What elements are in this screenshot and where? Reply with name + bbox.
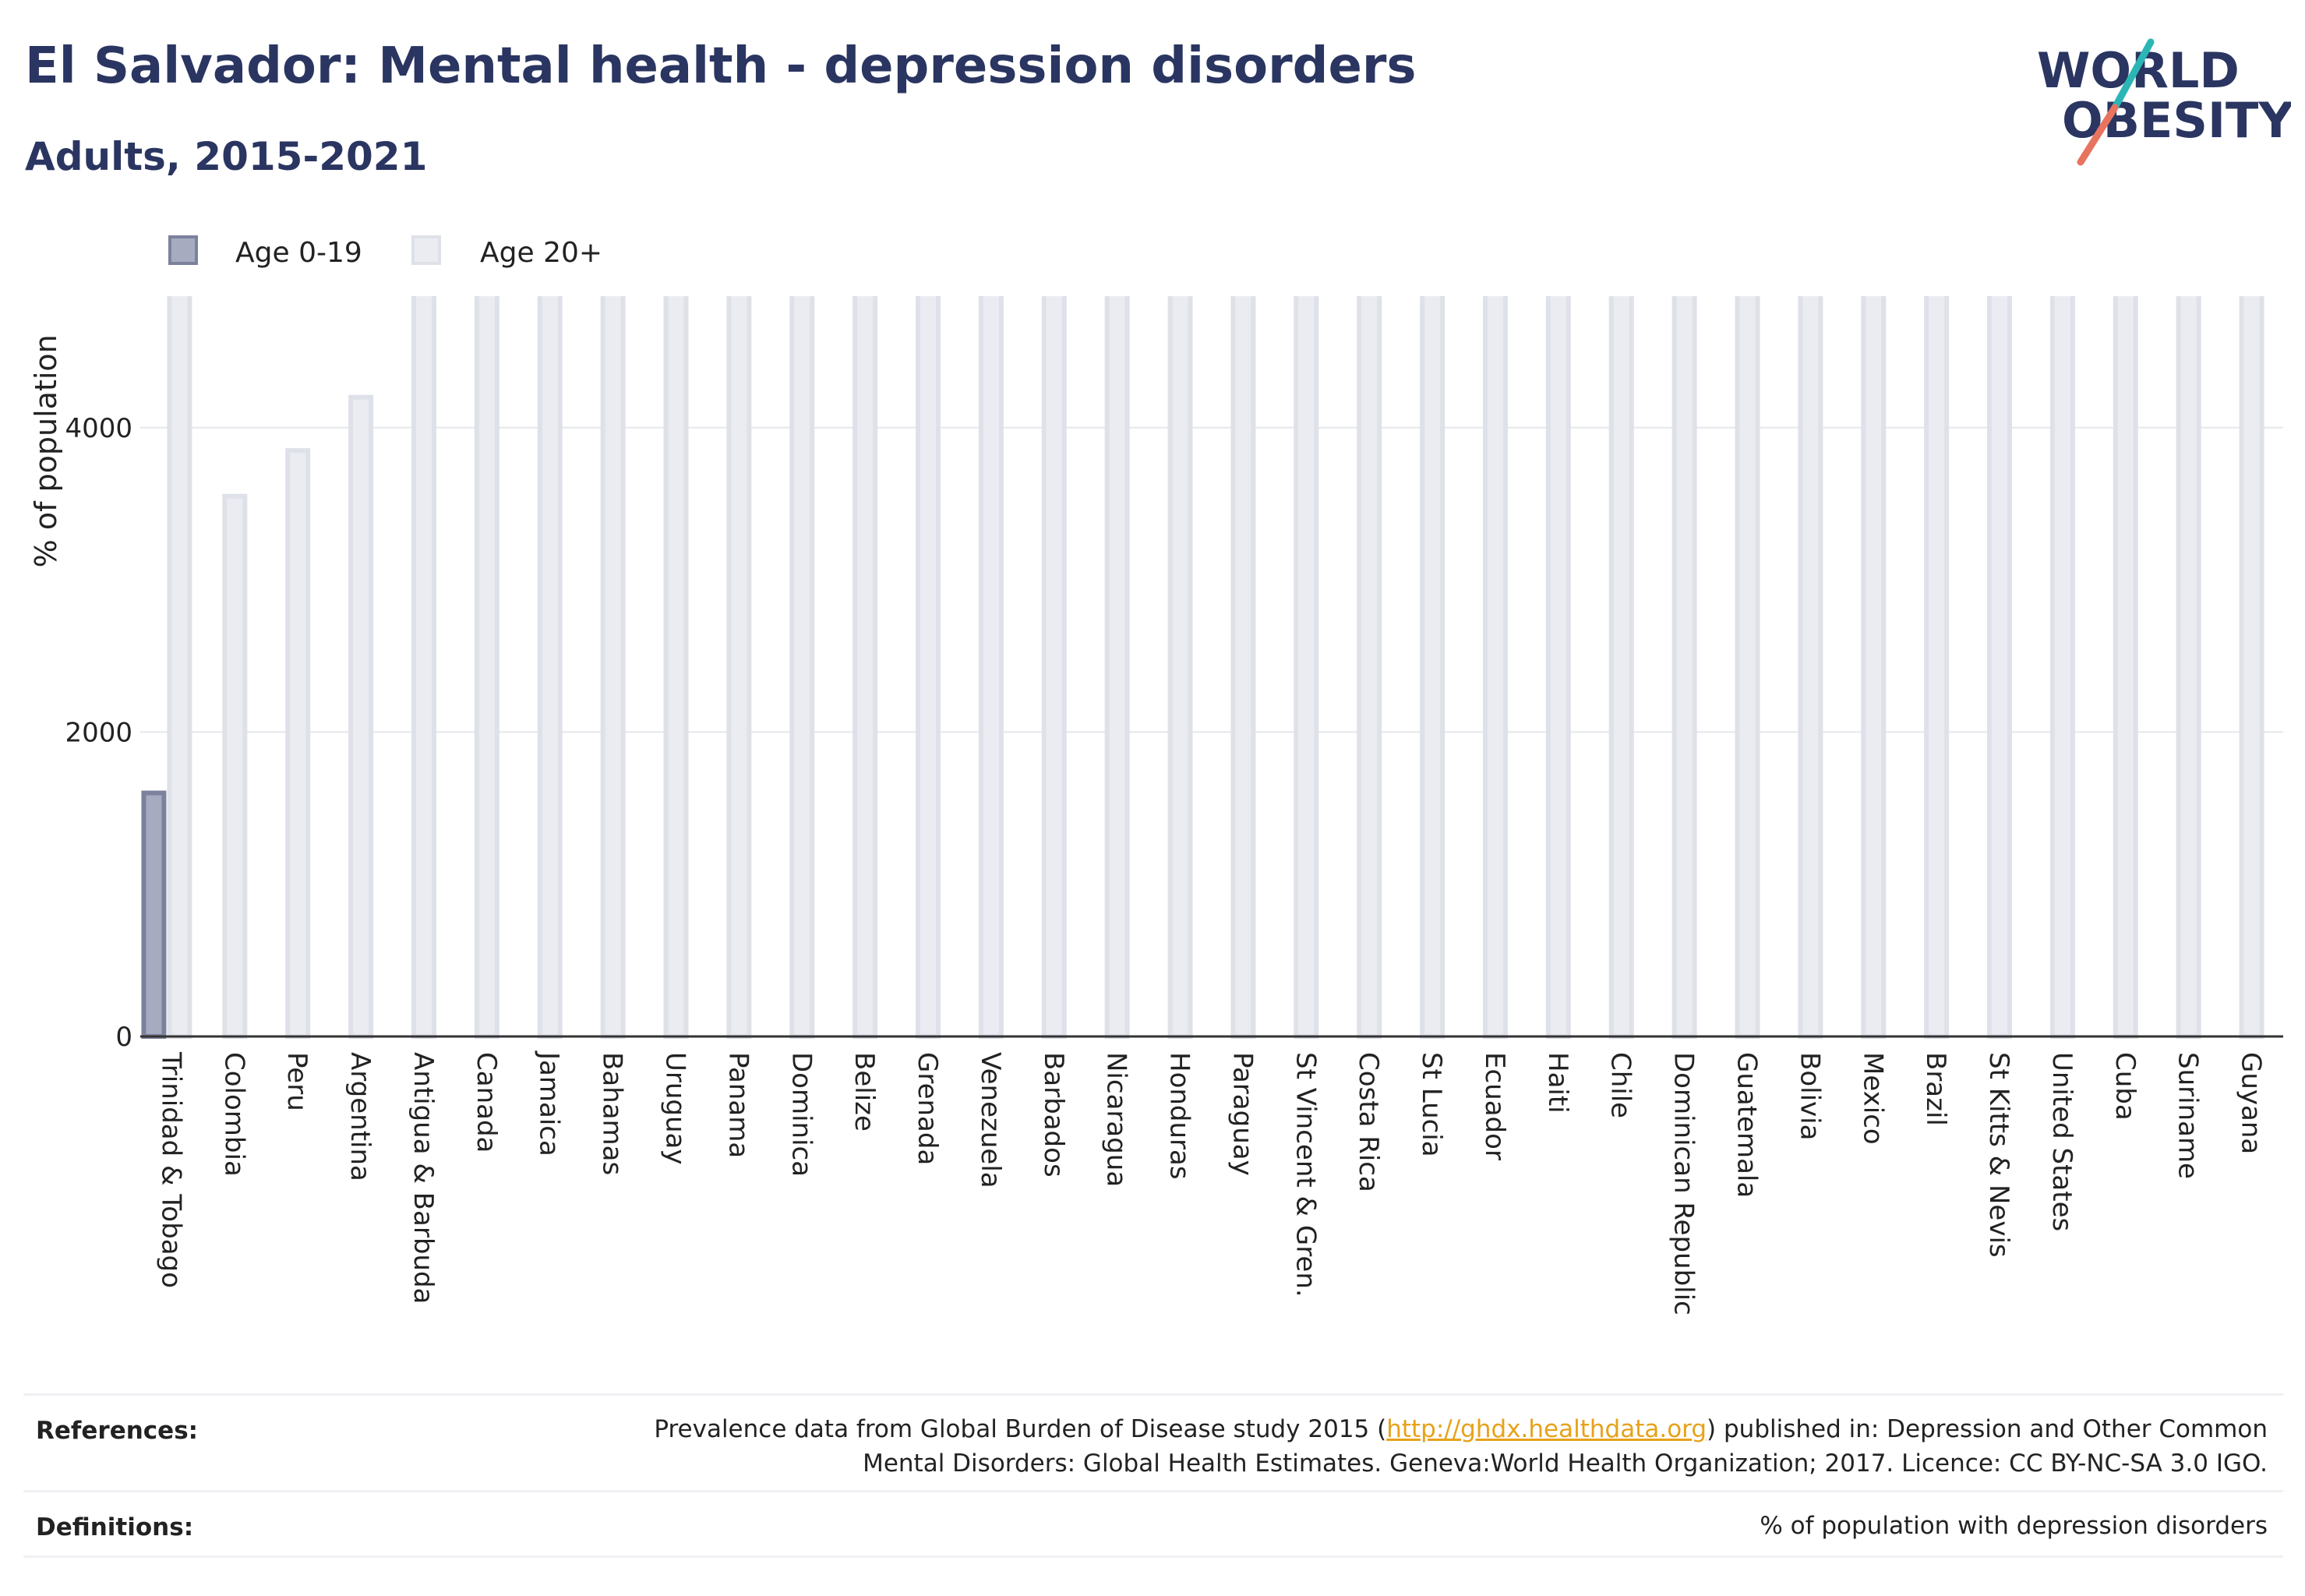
references-text: Prevalence data from Global Burden of Di… (654, 1412, 2268, 1481)
x-tick-label: Venezuela (975, 1052, 1006, 1188)
x-tick-label: Nicaragua (1101, 1052, 1132, 1187)
bar-age-20-plus (1861, 296, 1887, 1040)
bar-age-20-plus (1735, 296, 1760, 1039)
bar-age-20-plus (167, 296, 192, 1039)
x-tick-label: St Kitts & Nevis (1983, 1052, 2014, 1258)
references-link[interactable]: http://ghdx.healthdata.org (1386, 1415, 1707, 1443)
bar-age-20-plus (1987, 296, 2013, 1040)
x-tick-label: Honduras (1164, 1052, 1195, 1180)
x-tick-label: United States (2046, 1052, 2077, 1231)
chart-subtitle: Adults, 2015-2021 (25, 134, 428, 179)
legend-label-age-0-19: Age 0-19 (235, 237, 362, 269)
logo-slash-coral (2077, 104, 2119, 166)
footer-divider-bottom (23, 1555, 2283, 1558)
bar-age-20-plus (789, 296, 815, 1040)
bar-age-20-plus (1924, 296, 1950, 1040)
world-obesity-logo: WORLD OBESITY (2037, 38, 2291, 166)
logo-slash-teal (2111, 38, 2155, 111)
x-tick-label: Dominican Republic (1668, 1052, 1700, 1315)
x-tick-label: Ecuador (1479, 1052, 1510, 1160)
legend-swatch-age-0-19 (168, 235, 198, 265)
x-tick-label: Chile (1605, 1052, 1636, 1118)
x-tick-label: Mexico (1857, 1052, 1888, 1145)
definitions-label: Definitions: (36, 1513, 194, 1541)
bar-age-20-plus (1420, 296, 1445, 1040)
references-label: References: (36, 1417, 199, 1445)
x-tick-label: Trinidad & Tobago (155, 1051, 186, 1288)
x-tick-label: Antigua & Barbuda (408, 1052, 439, 1304)
y-tick-label: 4000 (65, 413, 132, 444)
definitions-text: % of population with depression disorder… (1760, 1512, 2268, 1540)
bar-age-20-plus (663, 296, 689, 1040)
bar-age-20-plus (978, 296, 1004, 1039)
logo-word-obesity: OBESITY (2062, 92, 2291, 149)
bar-age-20-plus (2049, 296, 2075, 1039)
x-tick-label: Peru (281, 1052, 312, 1111)
bar-age-20-plus (474, 296, 499, 1039)
bar-age-20-plus (1230, 296, 1256, 1040)
x-tick-label: Uruguay (660, 1052, 691, 1165)
bar-age-20-plus (1294, 296, 1319, 1040)
bar-age-20-plus (411, 296, 436, 1040)
bar-age-20-plus (1482, 296, 1508, 1039)
bar-age-20-plus (1167, 296, 1193, 1039)
references-line-2: Mental Disorders: Global Health Estimate… (863, 1449, 2268, 1478)
x-tick-label: Cuba (2109, 1052, 2141, 1121)
x-tick-label: Suriname (2173, 1052, 2204, 1179)
bar-age-20-plus (852, 296, 878, 1039)
bar-age-20-plus (1357, 296, 1382, 1040)
x-tick-label: Grenada (912, 1052, 943, 1165)
bar-age-20-plus (1608, 296, 1634, 1040)
y-tick-label: 0 (115, 1022, 132, 1053)
chart-title: El Salvador: Mental health - depression … (25, 37, 1417, 95)
x-tick-label: Canada (471, 1052, 502, 1153)
bar-age-20-plus (1671, 296, 1697, 1040)
bar-age-20-plus (1041, 296, 1067, 1039)
bar-chart: 02000400060008000% of populationTrinidad… (29, 296, 2283, 1315)
references-line-1-pre: Prevalence data from Global Burden of Di… (654, 1415, 1387, 1443)
x-tick-label: Dominica (785, 1052, 817, 1177)
x-tick-label: Belize (849, 1052, 880, 1132)
references-line-1-post: ) published in: Depression and Other Com… (1707, 1415, 2268, 1443)
x-tick-label: Brazil (1920, 1052, 1951, 1126)
x-tick-label: Guatemala (1731, 1052, 1763, 1198)
x-tick-label: Colombia (218, 1052, 249, 1177)
bar-age-20-plus (2113, 296, 2138, 1039)
footer-divider-top (23, 1393, 2283, 1396)
x-tick-label: Jamaica (534, 1050, 565, 1156)
x-tick-label: Bahamas (597, 1052, 628, 1175)
bar-age-20-plus (285, 448, 311, 1040)
x-tick-label: Argentina (344, 1052, 376, 1181)
y-tick-label: 2000 (65, 717, 132, 748)
footer-divider-middle (23, 1490, 2283, 1492)
x-tick-label: St Lucia (1416, 1052, 1447, 1157)
x-tick-label: Costa Rica (1353, 1052, 1384, 1192)
bar-age-0-19 (141, 790, 167, 1040)
bar-age-20-plus (600, 296, 626, 1039)
legend-label-age-20-plus: Age 20+ (480, 237, 603, 269)
x-tick-label: Haiti (1542, 1052, 1573, 1114)
x-tick-label: St Vincent & Gren. (1290, 1052, 1321, 1298)
references-line-1: Prevalence data from Global Burden of Di… (654, 1412, 2268, 1446)
x-tick-label: Panama (722, 1052, 754, 1158)
bar-age-20-plus (726, 296, 752, 1040)
bar-age-20-plus (222, 493, 248, 1039)
bar-age-20-plus (1545, 296, 1571, 1039)
y-axis-label: % of population (29, 334, 63, 567)
x-tick-label: Paraguay (1227, 1052, 1258, 1176)
bar-age-20-plus (1798, 296, 1823, 1039)
x-tick-label: Barbados (1038, 1052, 1069, 1178)
bar-age-20-plus (2176, 296, 2201, 1039)
bar-age-20-plus (1104, 296, 1130, 1039)
bar-age-20-plus (916, 296, 941, 1039)
bar-age-20-plus (537, 296, 563, 1039)
bar-age-20-plus (348, 394, 374, 1040)
x-tick-label: Bolivia (1794, 1052, 1825, 1140)
x-tick-label: Guyana (2236, 1052, 2267, 1154)
legend-swatch-age-20-plus (411, 235, 441, 265)
bar-age-20-plus (2239, 296, 2264, 1039)
